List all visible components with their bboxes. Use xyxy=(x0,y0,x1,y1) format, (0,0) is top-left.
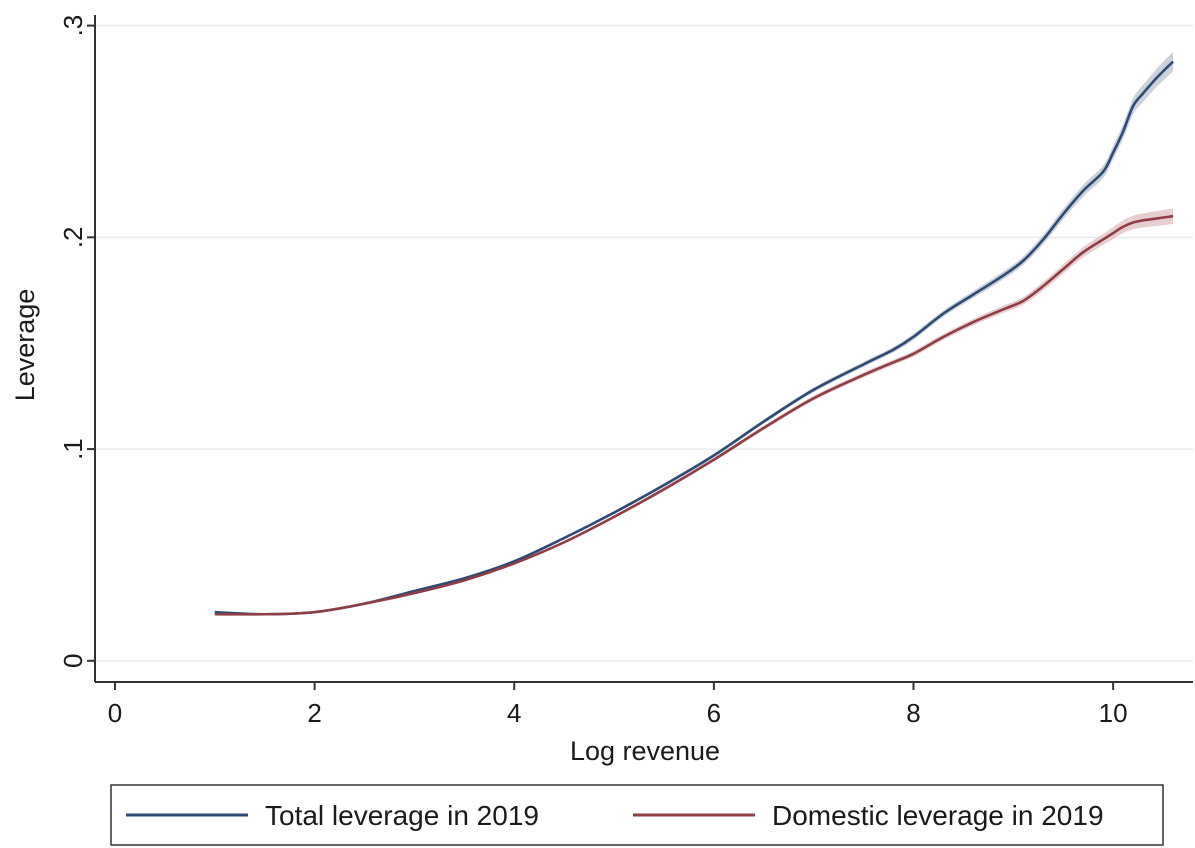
x-axis-title: Log revenue xyxy=(570,736,720,766)
y-tick-label: .2 xyxy=(58,226,88,248)
series-line-0 xyxy=(214,60,1174,616)
legend: Total leverage in 2019 Domestic leverage… xyxy=(110,784,1164,846)
y-tick-label: 0 xyxy=(58,654,88,668)
y-axis-title: Leverage xyxy=(10,289,40,402)
series-lines xyxy=(214,60,1174,616)
y-tick-label: .3 xyxy=(58,15,88,37)
x-ticks: 0 2 4 6 8 10 xyxy=(108,682,1128,728)
legend-label-domestic: Domestic leverage in 2019 xyxy=(772,800,1104,831)
x-tick-label: 4 xyxy=(507,698,521,728)
x-tick-label: 0 xyxy=(108,698,122,728)
x-tick-label: 2 xyxy=(307,698,321,728)
gridlines xyxy=(95,24,1193,662)
x-tick-label: 8 xyxy=(906,698,920,728)
y-ticks: 0 .1 .2 .3 xyxy=(58,15,95,668)
legend-label-total: Total leverage in 2019 xyxy=(265,800,539,831)
x-tick-label: 6 xyxy=(707,698,721,728)
series-line-1 xyxy=(214,214,1174,616)
x-tick-label: 10 xyxy=(1099,698,1128,728)
y-tick-label: .1 xyxy=(58,438,88,460)
